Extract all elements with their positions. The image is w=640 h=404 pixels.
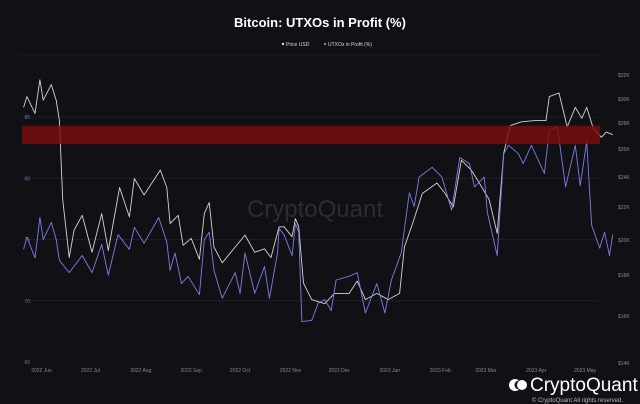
y-right-tick-label: $20K [618, 238, 630, 244]
utxos-in-profit-line [23, 126, 614, 323]
y-right-tick-label: $18K [618, 273, 630, 279]
y-right-tick-label: $32K [618, 73, 630, 79]
copyright: © CryptoQuant All rights reserved. [532, 397, 623, 404]
x-tick-label: 2023 May [574, 368, 596, 374]
x-tick-label: 2022 Jun [31, 368, 52, 374]
x-tick-label: 2022 Dec [329, 368, 351, 374]
legend-marker-utxo [323, 42, 327, 46]
y-left-tick-label: 75 [24, 238, 30, 244]
x-tick-label: 2023 Apr [526, 368, 546, 374]
x-tick-label: 2022 Nov [280, 368, 302, 374]
x-tick-label: 2022 Sep [181, 368, 203, 374]
series-lines [23, 79, 614, 323]
y-right-tick-label: $16K [618, 314, 630, 320]
x-tick-label: 2022 Aug [130, 368, 151, 374]
legend: Price USD UTXOs in Profit (%) [281, 42, 372, 48]
y-right-tick-label: $24K [618, 175, 630, 181]
y-right-tick-label: $28K [618, 121, 630, 127]
chart-title: Bitcoin: UTXOs in Profit (%) [234, 15, 406, 30]
y-right-tick-label: $14K [618, 361, 630, 367]
legend-utxo[interactable]: UTXOs in Profit (%) [328, 42, 372, 48]
y-axis-left: 65 70 75 80 85 [24, 115, 30, 366]
y-left-tick-label: 65 [24, 360, 30, 366]
y-right-tick-label: $26K [618, 147, 630, 153]
highlight-band [22, 125, 600, 145]
x-tick-label: 2022 Oct [230, 368, 251, 374]
x-tick-label: 2023 Feb [430, 368, 451, 374]
legend-price[interactable]: Price USD [286, 42, 310, 48]
y-right-tick-label: $30K [618, 97, 630, 103]
y-left-tick-label: 85 [24, 115, 30, 121]
watermark: CryptoQuant [247, 196, 383, 223]
y-left-tick-label: 80 [24, 176, 30, 182]
x-tick-label: 2023 Mar [475, 368, 496, 374]
y-left-tick-label: 70 [24, 299, 30, 305]
cryptoquant-logo-icon [509, 379, 527, 391]
legend-marker-price [281, 42, 285, 46]
x-tick-label: 2023 Jan [380, 368, 401, 374]
footer-logo: CryptoQuant [509, 375, 638, 396]
x-axis: 2022 Jun 2022 Jul 2022 Aug 2022 Sep 2022 Oct… [31, 368, 596, 374]
y-right-tick-label: $22K [618, 205, 630, 211]
x-tick-label: 2022 Jul [81, 368, 100, 374]
price-usd-line [23, 79, 613, 305]
y-axis-right: $14K $16K $18K $20K $22K $24K $26K $28K $30K $32K [618, 73, 630, 367]
footer-logo-text: CryptoQuant [530, 375, 638, 396]
